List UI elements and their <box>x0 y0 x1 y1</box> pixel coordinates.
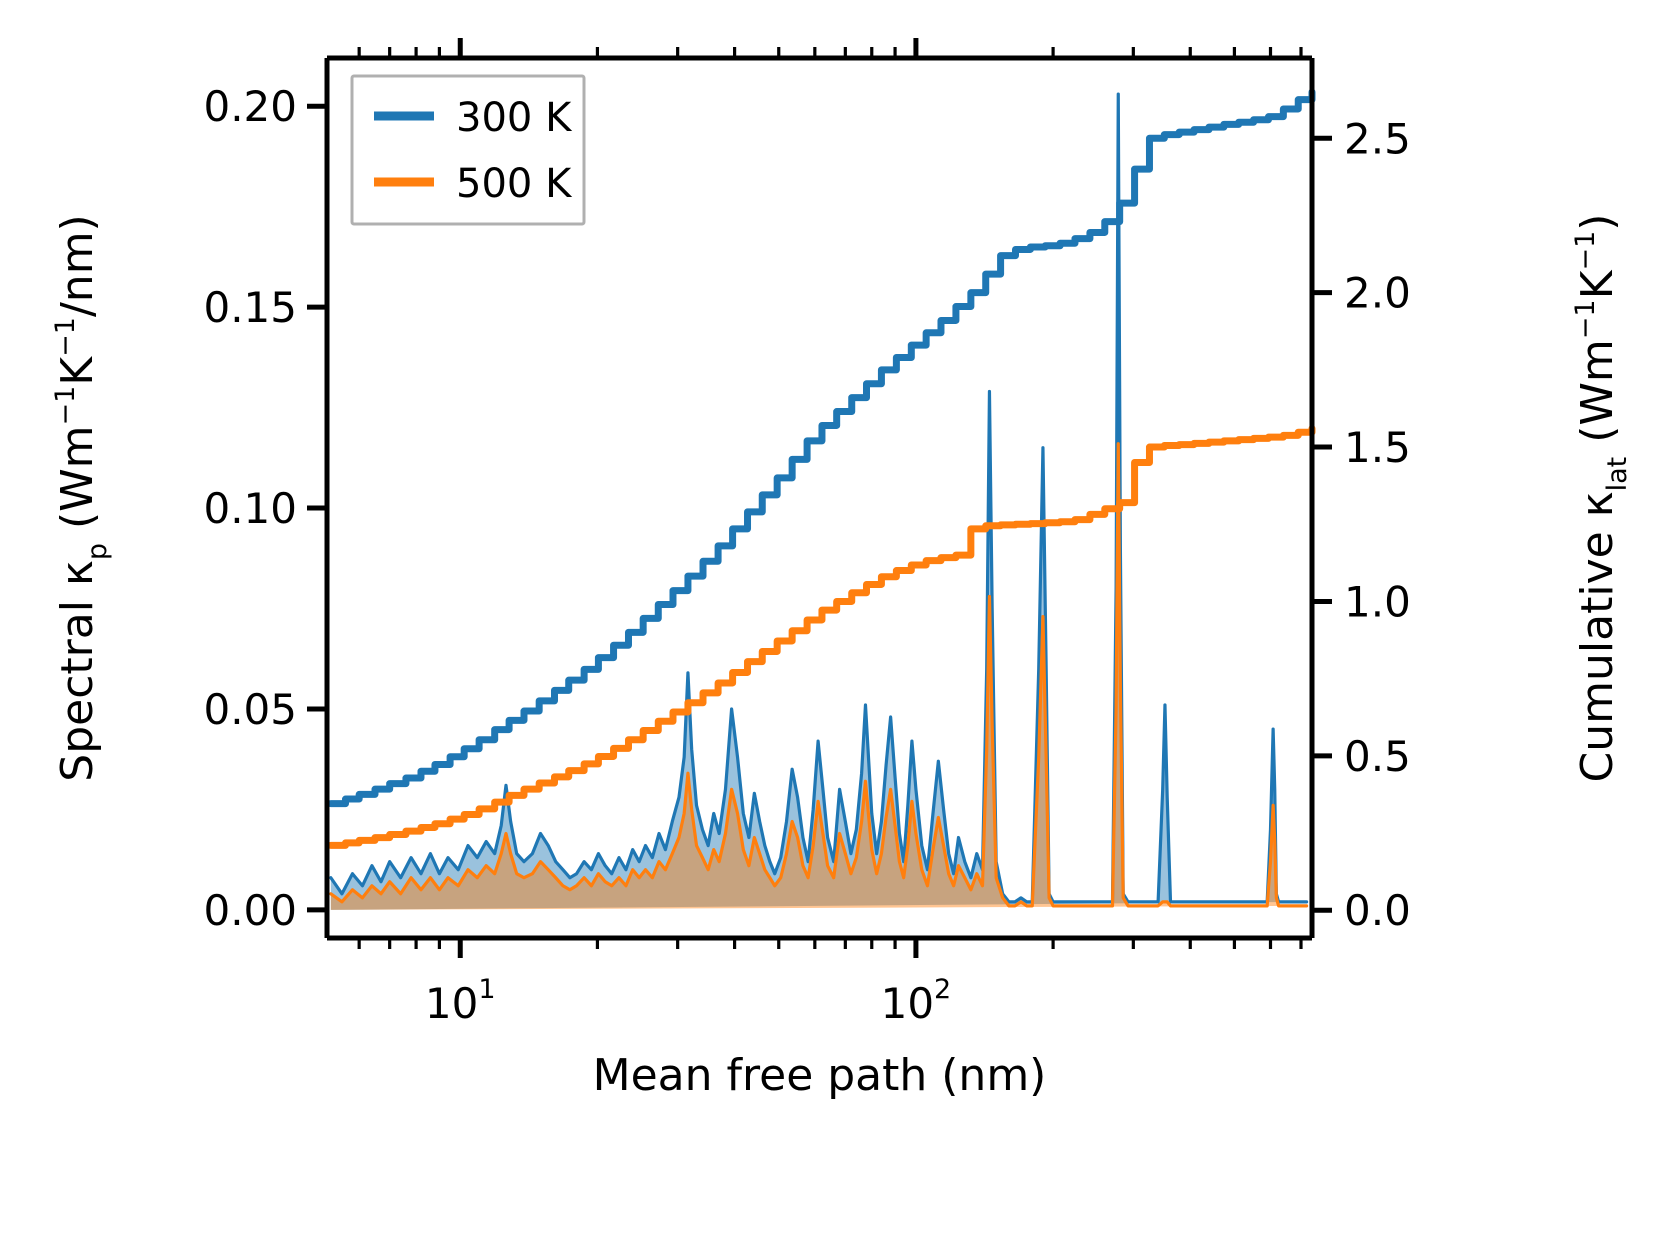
y-right-tick-label: 1.5 <box>1344 423 1411 472</box>
x-axis-label: Mean free path (nm) <box>593 1050 1047 1101</box>
y-left-tick-label: 0.15 <box>203 283 297 332</box>
line-300-k-spectral <box>329 92 1309 904</box>
line-500-k-cumulative <box>327 425 1316 849</box>
y-left-tick-label: 0.05 <box>203 685 297 734</box>
y-right-tick-label: 2.5 <box>1344 114 1411 163</box>
y-right-tick-label: 2.0 <box>1344 269 1411 318</box>
x-tick-label: 102 <box>881 974 952 1028</box>
y-right-tick-label: 0.5 <box>1344 732 1411 781</box>
legend-label-500-k[interactable]: 500 K <box>456 161 573 207</box>
y-left-tick-label: 0.20 <box>203 82 297 131</box>
y-right-tick-label: 1.0 <box>1344 577 1411 626</box>
chart-legend[interactable]: 300 K 500 K <box>350 74 586 226</box>
legend-label-300-k[interactable]: 300 K <box>456 95 573 141</box>
y-right-tick-label: 0.0 <box>1344 886 1411 935</box>
area-500-k-spectral <box>330 443 1307 910</box>
y-axis-right-label: Cumulative κlat (Wm−1K−1) <box>1570 214 1633 783</box>
axes-decoration: 101 1020.000.050.100.150.200.00.51.01.52.… <box>50 38 1633 1101</box>
y-axis-left-label: Spectral κp (Wm−1K−1/nm) <box>50 214 113 781</box>
line-500-k-spectral <box>329 442 1309 908</box>
line-300-k-cumulative <box>327 88 1316 808</box>
y-left-tick-label: 0.10 <box>203 484 297 533</box>
y-left-tick-label: 0.00 <box>203 886 297 935</box>
plot-area <box>327 88 1316 910</box>
